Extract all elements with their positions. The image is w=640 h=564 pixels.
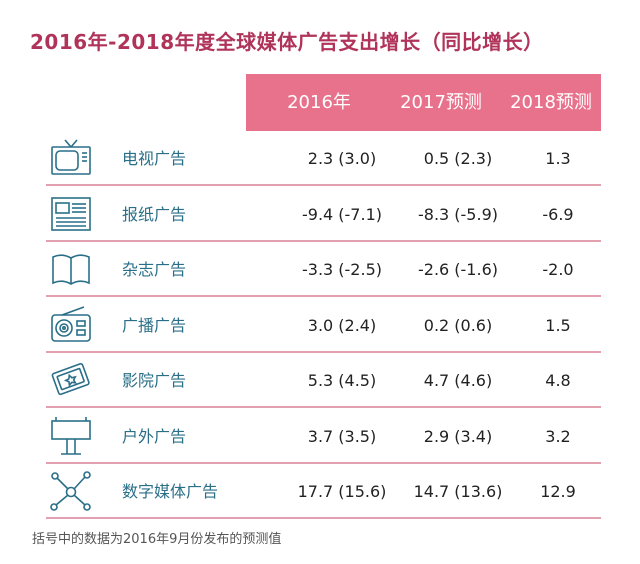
row-divider: [46, 461, 601, 464]
table-row: 影院广告 5.3 (4.5) 4.7 (4.6) 4.8: [46, 353, 601, 408]
table-cell: 14.7 (13.6): [413, 482, 503, 501]
radio-icon: [50, 305, 92, 345]
row-divider: [46, 517, 601, 519]
column-header: 2016年: [287, 92, 351, 113]
table-cell: 12.9: [540, 482, 576, 501]
row-label: 报纸广告: [122, 204, 187, 224]
table-cell: 2.3 (3.0): [307, 149, 377, 168]
row-label: 户外广告: [122, 426, 187, 446]
row-label: 杂志广告: [122, 260, 187, 279]
network-icon: [50, 471, 92, 511]
table-cell: 3.0 (2.4): [307, 315, 377, 335]
cinema-ticket-icon: [50, 360, 92, 400]
table-cell: 5.3 (4.5): [307, 371, 377, 390]
table-row: 电视广告 2.3 (3.0) 0.5 (2.3) 1.3: [46, 131, 601, 186]
table-cell: 3.7 (3.5): [307, 426, 377, 446]
table-header: 2016年 2017预测 2018预测: [246, 74, 601, 131]
table-cell: 0.5 (2.3): [423, 149, 493, 168]
table-cell: -6.9: [542, 204, 574, 224]
row-label: 广播广告: [122, 315, 187, 335]
chart-title: 2016年-2018年度全球媒体广告支出增长（同比增长）: [30, 30, 544, 54]
row-divider: [46, 350, 601, 353]
footnote: 括号中的数据为2016年9月份发布的预测值: [32, 532, 282, 547]
table-cell: 2.9 (3.4): [423, 426, 493, 446]
table-row: 数字媒体广告 17.7 (15.6) 14.7 (13.6) 12.9: [46, 464, 601, 519]
table-cell: -9.4 (-7.1): [301, 204, 382, 224]
row-divider: [46, 184, 601, 186]
table-row: 广播广告 3.0 (2.4) 0.2 (0.6) 1.5: [46, 298, 601, 353]
magazine-icon: [50, 249, 92, 289]
table-row: 户外广告 3.7 (3.5) 2.9 (3.4) 3.2: [46, 409, 601, 464]
column-header: 2018预测: [510, 92, 592, 113]
tv-icon: [50, 138, 92, 178]
column-header: 2017预测: [400, 92, 482, 113]
table-cell: 1.3: [545, 149, 571, 168]
table-cell: 1.5: [545, 315, 571, 335]
table-cell: 4.7 (4.6): [423, 371, 493, 390]
newspaper-icon: [50, 194, 92, 234]
table-cell: -2.0: [542, 260, 574, 279]
row-label: 影院广告: [122, 371, 187, 390]
row-divider: [46, 406, 601, 408]
row-divider: [46, 239, 601, 242]
table-cell: -2.6 (-1.6): [417, 260, 498, 279]
table-cell: 17.7 (15.6): [297, 482, 387, 501]
table-cell: 0.2 (0.6): [423, 315, 493, 335]
row-label: 电视广告: [122, 149, 187, 168]
row-divider: [46, 295, 601, 297]
row-label: 数字媒体广告: [122, 482, 219, 501]
table-cell: -8.3 (-5.9): [417, 204, 498, 224]
table-cell: 3.2: [545, 426, 571, 446]
table-cell: -3.3 (-2.5): [301, 260, 382, 279]
table-row: 杂志广告 -3.3 (-2.5) -2.6 (-1.6) -2.0: [46, 242, 601, 297]
table-cell: 4.8: [545, 371, 571, 390]
billboard-icon: [50, 416, 92, 456]
table-row: 报纸广告 -9.4 (-7.1) -8.3 (-5.9) -6.9: [46, 187, 601, 242]
